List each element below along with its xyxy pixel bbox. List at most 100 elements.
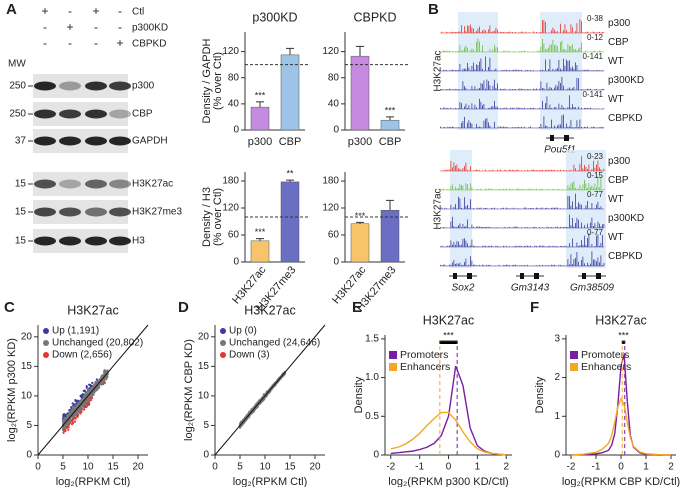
treatment-label: p300KD — [132, 23, 168, 34]
y-tick-label: 1.5 — [365, 334, 379, 345]
point-cloud — [85, 392, 88, 395]
point-cloud — [77, 401, 80, 404]
point-cloud — [95, 378, 98, 381]
bar — [380, 119, 400, 131]
significance: *** — [355, 211, 366, 221]
sign: - — [43, 36, 47, 50]
x-tick-label: p300 — [348, 136, 372, 148]
band — [59, 207, 81, 217]
significance-bracket — [439, 340, 458, 344]
y-tick-label: 180 — [322, 176, 339, 187]
point-cloud — [65, 426, 69, 429]
point-cloud — [103, 381, 106, 384]
band — [59, 136, 81, 146]
point-cloud — [62, 426, 65, 429]
y-tick-label: 120 — [322, 203, 339, 214]
y-tick-label: 1 — [554, 411, 560, 422]
track-range: 0-77 — [587, 228, 604, 237]
band — [34, 109, 56, 119]
mw-label: MW — [8, 59, 26, 70]
point-cloud — [73, 415, 76, 418]
diagonal — [37, 324, 149, 456]
point-cloud — [257, 399, 260, 402]
point-cloud — [64, 414, 67, 418]
legend-label: Promoters — [400, 349, 448, 361]
track-range: 0-77 — [587, 190, 604, 199]
y-axis-label: Density — [534, 376, 546, 413]
band-label: H3K27me3 — [132, 207, 182, 218]
y-tick-label: 0 — [203, 450, 209, 461]
legend-label: Down (3) — [229, 350, 270, 361]
point-cloud — [85, 386, 88, 389]
track-label: p300KD — [608, 213, 644, 224]
point-cloud — [88, 389, 92, 392]
point-cloud — [87, 398, 91, 401]
band-label: H3 — [132, 236, 145, 247]
band — [59, 179, 81, 189]
legend-label: Enhancers — [400, 361, 450, 373]
chart-title: p300KD — [252, 10, 297, 24]
point-cloud — [69, 420, 72, 423]
band — [59, 236, 81, 246]
x-tick-label: 5 — [60, 462, 66, 473]
gene-label: Pou5f1 — [544, 145, 576, 156]
point-cloud — [74, 417, 77, 420]
band — [34, 207, 56, 217]
error-bar — [386, 199, 394, 211]
point-cloud — [74, 399, 77, 403]
band — [109, 81, 131, 91]
point-cloud — [92, 384, 95, 387]
point-cloud — [83, 402, 87, 406]
gene-exon — [564, 135, 569, 141]
density-curve — [390, 411, 507, 456]
panel-letter: C — [4, 299, 15, 316]
bar — [280, 54, 300, 131]
bar — [380, 210, 400, 263]
point-cloud — [83, 389, 86, 392]
y-tick-label: 0 — [554, 450, 560, 461]
point-cloud — [106, 375, 109, 379]
y-tick-label: 80 — [228, 72, 240, 83]
bar — [350, 223, 370, 263]
legend-swatch — [220, 352, 226, 358]
x-tick-label: CBP — [379, 136, 402, 148]
x-tick-label: 0 — [35, 462, 41, 473]
track-signal — [440, 56, 605, 71]
sign: + — [66, 20, 73, 34]
track-label: WT — [608, 94, 624, 105]
gene-exon — [467, 273, 472, 279]
y-axis-label: (% over Ctl) — [212, 52, 224, 110]
track-label: p300 — [608, 156, 631, 167]
y-axis-label: (% over Ctl) — [212, 188, 224, 246]
x-tick-label: 1 — [475, 462, 481, 473]
significance: *** — [255, 90, 266, 100]
point-cloud — [70, 405, 73, 409]
point-cloud — [100, 383, 103, 386]
x-tick-label: 10 — [259, 462, 271, 473]
sign: - — [94, 36, 98, 50]
chart-title: H3K27ac — [423, 313, 474, 327]
gene-exon — [550, 135, 554, 141]
point-cloud — [94, 389, 98, 392]
x-axis-label: log₂(RPKM CBP KD/Ctl) — [562, 476, 680, 487]
error-bar — [356, 221, 364, 224]
point-cloud — [73, 403, 76, 406]
error-bar — [256, 238, 264, 241]
point-cloud — [85, 385, 88, 388]
legend-swatch — [43, 340, 49, 346]
point-cloud — [76, 411, 79, 414]
y-tick-label: 5 — [203, 420, 209, 431]
gene-label: Sox2 — [452, 283, 475, 294]
chart-title: CBPKD — [353, 10, 396, 24]
band — [34, 81, 56, 91]
y-tick-label: 80 — [328, 72, 340, 83]
x-tick-label: -1 — [592, 462, 601, 473]
chart-title: H3K27ac — [67, 303, 118, 317]
y-axis-label: Density / H3 — [201, 187, 213, 247]
y-tick-label: 15 — [198, 361, 210, 372]
gene-exon — [453, 273, 457, 279]
y-tick-label: 40 — [328, 99, 340, 110]
point-cloud — [71, 402, 74, 405]
y-tick-label: 180 — [222, 176, 239, 187]
point-cloud — [62, 412, 66, 416]
